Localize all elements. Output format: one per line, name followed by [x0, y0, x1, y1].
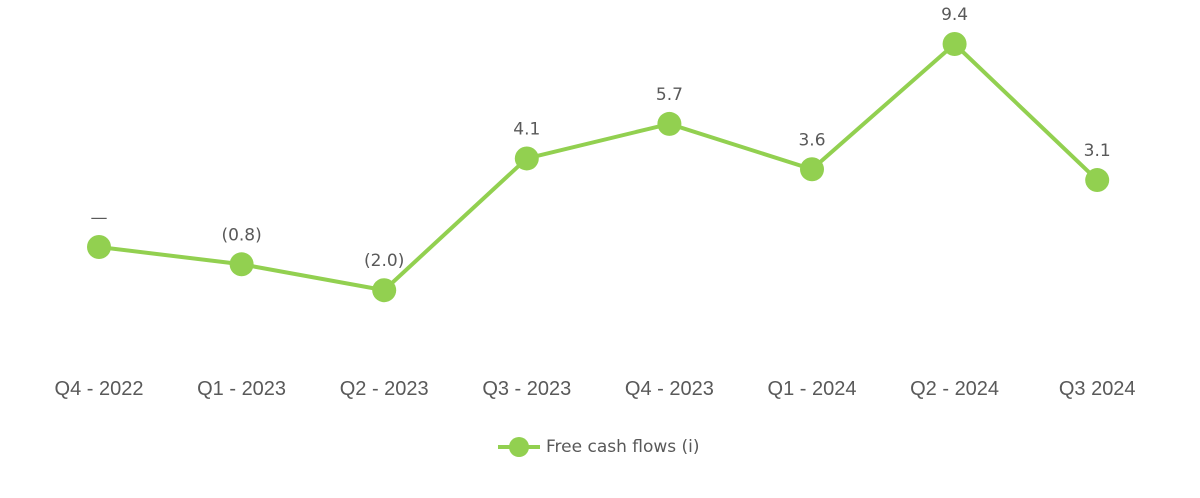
data-points [87, 32, 1110, 303]
legend: Free cash flows (i) [498, 436, 700, 458]
x-axis-label: Q4 - 2022 [55, 378, 144, 400]
legend-marker-icon [498, 437, 540, 457]
data-label: 3.1 [1084, 141, 1111, 161]
data-label: (2.0) [364, 251, 404, 271]
data-label: 4.1 [513, 119, 540, 139]
data-label: (0.8) [221, 225, 261, 245]
x-axis-label: Q3 2024 [1059, 378, 1136, 400]
data-point [800, 157, 824, 182]
data-point [514, 146, 539, 171]
data-label: 5.7 [656, 85, 683, 105]
x-axis-label: Q2 - 2023 [340, 378, 429, 400]
x-axis-label: Q2 - 2024 [910, 378, 999, 400]
series-line-free-cash-flows [98, 41, 1099, 293]
data-point [229, 252, 254, 277]
x-axis-label: Q3 - 2023 [482, 378, 571, 400]
data-point [942, 32, 967, 56]
data-point [87, 235, 111, 259]
data-label: — [91, 208, 108, 228]
data-label: 9.4 [941, 5, 968, 25]
data-labels: — (0.8) (2.0) 4.1 5.7 3.6 9.4 3.1 [91, 5, 1111, 271]
line-chart: — (0.8) (2.0) 4.1 5.7 3.6 9.4 3.1 Q4 - 2022 Q1 -… [55, 5, 1136, 400]
x-axis-label: Q1 - 2024 [768, 378, 857, 400]
legend-label: Free cash flows (i) [546, 437, 700, 457]
data-point [1085, 168, 1110, 193]
x-axis-label: Q1 - 2023 [197, 378, 286, 400]
data-label: 3.6 [798, 130, 825, 150]
x-axis-label: Q4 - 2023 [625, 378, 714, 400]
x-axis-labels: Q4 - 2022 Q1 - 2023 Q2 - 2023 Q3 - 2023 Q4 -… [55, 378, 1136, 400]
data-point [372, 278, 397, 303]
data-point [657, 111, 682, 136]
